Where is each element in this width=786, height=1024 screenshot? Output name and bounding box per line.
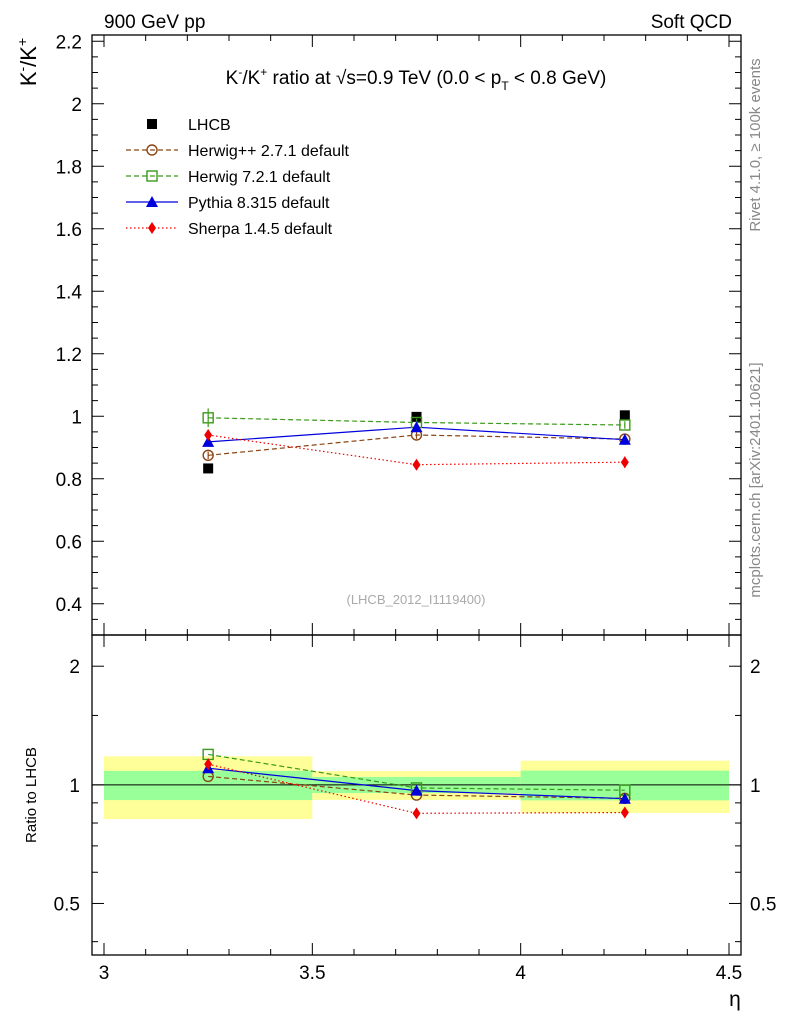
title-sqrt: √s	[336, 68, 356, 89]
ratio-y-tick-label-left: 0.5	[54, 894, 80, 915]
title-sup1: -	[238, 65, 242, 79]
ratio-y-tick-label-left: 2	[69, 657, 80, 678]
legend-sherpa-1-4-5-default-marker	[148, 222, 156, 234]
sherpa-1-4-5-default-point	[620, 456, 629, 469]
title-sub: T	[501, 79, 509, 93]
y-axis-label-sup1: -	[14, 66, 30, 71]
y-tick-label: 0.8	[56, 470, 82, 491]
tick-labels: 3 3.5 4 4.5 0.4 0.6 0.8 1 1.2 1.4 1.6 1.8 2 2.2 0.5 1 2 0…	[54, 32, 777, 984]
legend-lhcb-label: LHCB	[188, 117, 231, 134]
pythia-8-315-default-point	[202, 435, 215, 447]
legend-herwig-7-2-1-default-label: Herwig 7.2.1 default	[188, 169, 331, 186]
y-tick-label: 0.4	[56, 595, 83, 616]
y-tick-label: 0.6	[56, 532, 82, 553]
sherpa-1-4-5-default-ratio-point	[412, 807, 421, 820]
y-tick-label: 2.2	[56, 32, 82, 53]
title-part1: K	[226, 68, 239, 89]
sherpa-1-4-5-default-point	[412, 458, 421, 471]
herwig-7-2-1-default-point	[619, 419, 631, 431]
lhcb-data-point	[619, 410, 630, 421]
x-tick-label: 4	[515, 963, 526, 984]
header-right-label: Soft QCD	[651, 12, 732, 33]
x-tick-label: 4.5	[716, 963, 742, 984]
ratio-y-tick-label-right: 1	[750, 776, 761, 797]
mcplots-reference-label: mcplots.cern.ch [arXiv:2401.10621]	[747, 362, 764, 597]
sherpa-1-4-5-default-ratio-point	[204, 758, 213, 771]
pythia-8-315-default-point	[618, 433, 631, 445]
herwig-7-2-1-default-point	[202, 412, 214, 424]
x-tick-label: 3.5	[299, 963, 325, 984]
y-tick-label: 1	[71, 407, 82, 428]
title-part4: =0.9 TeV (0.0 < p	[356, 68, 501, 89]
y-axis-label-base2: /K	[16, 46, 41, 67]
lhcb-data-point	[203, 463, 214, 474]
analysis-id-label: (LHCB_2012_I1119400)	[346, 592, 485, 607]
legend-herwig-7-2-1-default-marker	[146, 170, 158, 182]
legend-pythia-8-315-default-label: Pythia 8.315 default	[188, 195, 330, 212]
legend-herwig-2-7-1-default-label: Herwig++ 2.7.1 default	[188, 143, 350, 160]
legend-herwig-2-7-1-default-marker	[146, 144, 158, 156]
y-axis-label: K-/K+	[14, 38, 41, 86]
ratio-panel-frame	[91, 634, 742, 956]
y-tick-label: 1.6	[56, 220, 82, 241]
header-left-label: 900 GeV pp	[104, 12, 205, 33]
pythia-8-315-default-point	[410, 421, 423, 433]
ratio-y-tick-label-right: 2	[750, 657, 761, 678]
stat-uncertainty-band	[104, 770, 313, 801]
title-sup2: +	[260, 65, 267, 79]
series-markers	[202, 408, 631, 820]
axes-frames	[91, 34, 742, 956]
y-tick-label: 2	[71, 95, 82, 116]
sherpa-1-4-5-default-ratio-line	[208, 763, 625, 814]
x-tick-label: 3	[99, 963, 110, 984]
x-axis-label: η	[729, 988, 741, 1011]
ratio-y-tick-label-right: 0.5	[750, 894, 776, 915]
legend: LHCB Herwig++ 2.7.1 default Herwig 7.2.1 d…	[126, 117, 350, 238]
legend-lhcb-marker	[147, 119, 157, 129]
legend-pythia-8-315-default-marker	[146, 196, 158, 207]
sherpa-1-4-5-default-ratio-point	[620, 806, 629, 819]
y-axis-label-sup2: +	[14, 38, 30, 46]
herwig-2-7-1-default-point	[202, 449, 214, 462]
sherpa-1-4-5-default-point	[204, 429, 213, 441]
rivet-version-label: Rivet 4.1.0, ≥ 100k events	[747, 58, 764, 231]
y-axis-label-base1: K	[16, 71, 41, 86]
title-part5: < 0.8 GeV)	[509, 68, 607, 89]
y-tick-label: 1.2	[56, 345, 82, 366]
pythia-8-315-default-ratio-point	[410, 784, 423, 796]
ratio-y-tick-label-left: 1	[69, 776, 80, 797]
legend-sherpa-1-4-5-default-label: Sherpa 1.4.5 default	[188, 221, 333, 238]
title-part2: /K	[242, 68, 260, 89]
pythia-8-315-default-ratio-point	[618, 792, 631, 804]
sherpa-1-4-5-default-line	[208, 434, 625, 466]
y-tick-label: 1.4	[56, 282, 83, 303]
series-lines	[208, 417, 625, 814]
y-tick-label: 1.8	[56, 157, 82, 178]
title-part3: ratio at	[267, 68, 336, 89]
chart-title: K-/K+ ratio at √s=0.9 TeV (0.0 < pT < 0.…	[226, 65, 607, 93]
ratio-y-axis-label: Ratio to LHCB	[23, 747, 40, 843]
